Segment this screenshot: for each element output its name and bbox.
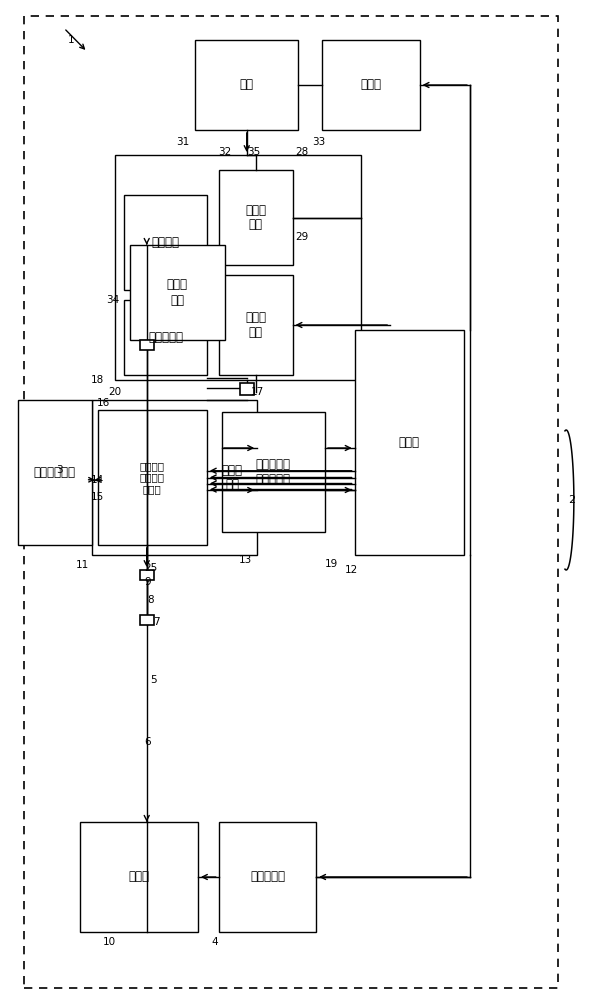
Text: 19: 19 [324, 559, 337, 569]
Text: 传动系集
成起动机
发电机: 传动系集 成起动机 发电机 [139, 461, 165, 494]
Bar [222, 412, 325, 532]
Bar [98, 410, 207, 545]
Text: 控制器: 控制器 [399, 436, 420, 449]
Text: 29: 29 [295, 232, 308, 242]
Text: 机械油泵: 机械油泵 [151, 236, 180, 249]
Text: 制动器: 制动器 [361, 79, 381, 92]
Bar [139, 340, 154, 350]
Text: 17: 17 [251, 387, 264, 397]
Bar [139, 570, 154, 580]
Text: 32: 32 [218, 147, 231, 157]
Bar [115, 155, 361, 380]
Bar [322, 40, 420, 130]
Text: 液力变矩器
锁止离合器: 液力变矩器 锁止离合器 [256, 458, 291, 486]
Bar [219, 822, 316, 932]
Text: 盘式离
合器: 盘式离 合器 [245, 204, 266, 232]
Text: 10: 10 [103, 937, 116, 947]
Text: 34: 34 [106, 295, 119, 305]
Text: 14: 14 [91, 475, 104, 485]
Text: 1: 1 [67, 35, 74, 45]
Text: 31: 31 [177, 137, 190, 147]
Text: 6: 6 [144, 737, 151, 747]
Text: 20: 20 [109, 387, 122, 397]
Bar [124, 195, 207, 290]
Bar [92, 400, 257, 555]
Text: 16: 16 [97, 398, 110, 408]
Text: 液力变
矩器: 液力变 矩器 [222, 464, 242, 491]
Text: 25: 25 [144, 563, 157, 573]
Text: 7: 7 [153, 617, 160, 627]
Text: 8: 8 [147, 595, 154, 605]
Text: 双质量
飞轮: 双质量 飞轮 [167, 278, 188, 306]
Text: 发动机: 发动机 [128, 870, 150, 884]
Text: 33: 33 [313, 137, 326, 147]
Bar [80, 822, 198, 932]
Text: 5: 5 [150, 675, 157, 685]
Bar [130, 245, 225, 340]
Text: 前进离
合器: 前进离 合器 [245, 311, 266, 339]
Text: 15: 15 [91, 492, 104, 502]
Text: 18: 18 [91, 375, 104, 385]
Text: 28: 28 [295, 147, 308, 157]
Bar [18, 400, 92, 545]
Text: 9: 9 [144, 577, 151, 587]
Text: 35: 35 [248, 147, 261, 157]
Text: 11: 11 [76, 560, 89, 570]
Text: 3: 3 [56, 465, 63, 475]
Text: 自动变速器: 自动变速器 [148, 331, 183, 344]
Bar [139, 615, 154, 625]
Text: 12: 12 [345, 565, 358, 575]
Bar [240, 383, 254, 395]
Bar [219, 170, 293, 265]
Bar [355, 330, 464, 555]
Bar [195, 40, 298, 130]
Text: 扭矩致动器: 扭矩致动器 [250, 870, 285, 884]
Text: 电能存储装置: 电能存储装置 [34, 466, 76, 479]
Bar [219, 275, 293, 375]
Text: 4: 4 [211, 937, 218, 947]
Text: 车轮: 车轮 [240, 79, 254, 92]
Bar [124, 300, 207, 375]
Text: 2: 2 [569, 495, 576, 505]
Text: 13: 13 [239, 555, 252, 565]
